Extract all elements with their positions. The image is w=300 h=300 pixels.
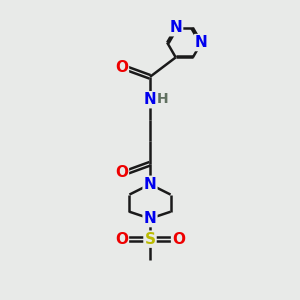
Text: S: S [145, 232, 155, 247]
Text: O: O [115, 232, 128, 247]
Text: N: N [169, 20, 182, 35]
Text: N: N [144, 92, 156, 107]
Text: N: N [144, 177, 156, 192]
Text: N: N [195, 35, 208, 50]
Text: O: O [172, 232, 185, 247]
Text: O: O [115, 165, 128, 180]
Text: O: O [115, 60, 128, 75]
Text: N: N [144, 211, 156, 226]
Text: H: H [157, 92, 168, 106]
